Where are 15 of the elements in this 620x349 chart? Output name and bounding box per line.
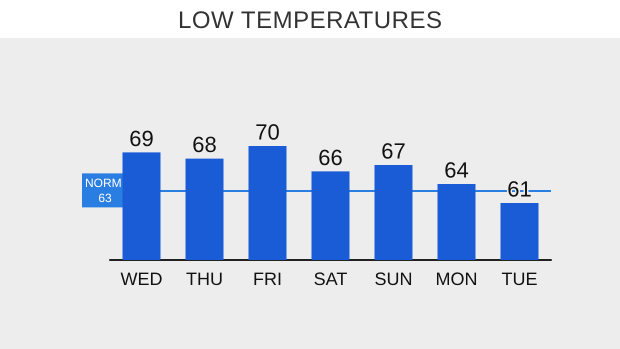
- chart-title: LOW TEMPERATURES: [178, 7, 442, 35]
- x-tick-label: WED: [120, 269, 162, 289]
- data-label: 66: [318, 144, 343, 170]
- x-tick-label: THU: [186, 269, 223, 289]
- x-tick-label: FRI: [253, 269, 282, 289]
- x-tick-label: MON: [436, 269, 478, 289]
- data-label: 70: [255, 120, 280, 144]
- x-tick-label: SAT: [314, 269, 348, 289]
- data-label: 67: [381, 138, 406, 164]
- ref-line-label: NORM 63: [85, 176, 125, 205]
- data-label: 68: [192, 132, 217, 158]
- data-label: 64: [444, 158, 469, 182]
- x-tick-label: SUN: [374, 269, 413, 289]
- data-label: 69: [129, 126, 154, 151]
- x-tick-label: TUE: [502, 269, 538, 289]
